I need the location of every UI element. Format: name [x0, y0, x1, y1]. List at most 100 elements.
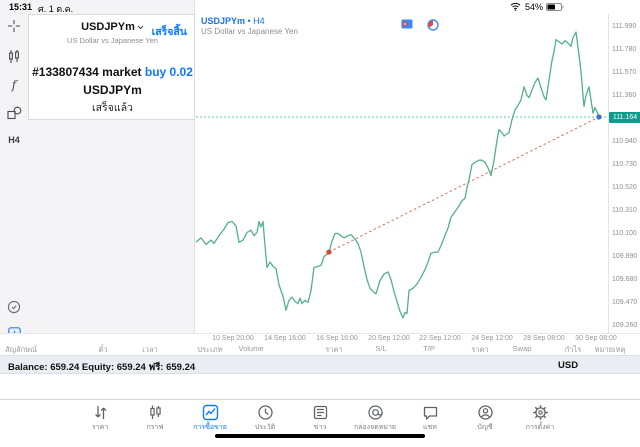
- x-tick: 16 Sep 16:00: [316, 335, 358, 342]
- y-tick: 109.260: [612, 322, 638, 329]
- tab-chat[interactable]: แชท: [407, 404, 453, 433]
- x-tick: 10 Sep 20:00: [212, 335, 254, 342]
- done-button[interactable]: เสร็จสิ้น: [151, 26, 187, 38]
- x-tick: 28 Sep 08:00: [523, 335, 565, 342]
- tab-label: ราคา: [91, 424, 109, 431]
- status-date: ศ. 1 ต.ค.: [38, 4, 74, 14]
- objects-icon[interactable]: [0, 101, 28, 125]
- wifi-icon: [510, 2, 521, 11]
- battery-percent: 54%: [525, 2, 544, 12]
- column-header-time: เวลา: [142, 345, 158, 354]
- clock-icon[interactable]: [0, 295, 28, 319]
- symbol-dropdown[interactable]: USDJPYm: [29, 21, 196, 33]
- charts-icon: [147, 404, 164, 421]
- tab-label: บัญชี: [477, 424, 493, 431]
- order-result-line: #133807434 market buy 0.02: [29, 65, 196, 79]
- symbol-label: USDJPYm: [81, 21, 135, 33]
- current-price-badge: 111.164: [609, 112, 640, 123]
- chart-timeframe: • H4: [247, 16, 265, 26]
- tab-settings[interactable]: การตั้งค่า: [517, 404, 563, 433]
- y-tick: 110.100: [612, 230, 637, 237]
- account-currency: USD: [558, 360, 579, 371]
- time-axis: 10 Sep 20:00 14 Sep 16:00 16 Sep 16:00 2…: [0, 333, 640, 342]
- tab-mailbox[interactable]: กล่องจดหมาย: [352, 404, 398, 433]
- tab-label: การตั้งค่า: [525, 424, 555, 431]
- column-header-ticket: ตั๋ว: [98, 345, 108, 354]
- chart-title: USDJPYm • H4: [201, 16, 265, 26]
- column-header-comment: หมายเหตุ: [594, 345, 626, 354]
- y-tick: 110.940: [612, 138, 637, 145]
- column-header-type: ประเภท: [197, 345, 223, 354]
- timeframe-label: H4: [8, 135, 20, 145]
- balance-summary: Balance: 659.24 Equity: 659.24 ฟรี: 659.…: [8, 362, 196, 373]
- trade-marker: [326, 249, 332, 255]
- positions-table-header: สัญลักษณ์ ตั๋ว เวลา ประเภท Volume ราคา S…: [0, 342, 640, 355]
- chart-symbol: USDJPYm: [201, 16, 246, 26]
- column-header-symbol: สัญลักษณ์: [5, 345, 38, 354]
- session-clock-icon[interactable]: [427, 19, 439, 31]
- mailbox-icon: [367, 404, 384, 421]
- tab-label: ประวัติ: [254, 424, 276, 431]
- tab-quotes[interactable]: ราคา: [77, 404, 123, 433]
- y-tick: 109.470: [612, 299, 638, 306]
- y-tick: 111.990: [612, 23, 637, 30]
- y-tick: 109.890: [612, 253, 638, 260]
- x-tick: 30 Sep 08:00: [575, 335, 617, 342]
- tab-accounts[interactable]: บัญชี: [462, 404, 508, 433]
- news-icon: [312, 404, 329, 421]
- home-indicator[interactable]: [215, 434, 425, 438]
- current-price-marker: [596, 114, 602, 120]
- symbol-description: US Dollar vs Japanese Yen: [67, 36, 158, 45]
- tab-trade[interactable]: การซื้อขาย: [187, 404, 233, 433]
- column-header-price2: ราคา: [471, 345, 489, 354]
- column-header-tp: T/P: [423, 344, 435, 353]
- crosshair-icon[interactable]: [0, 14, 28, 38]
- tab-label: การซื้อขาย: [193, 424, 227, 431]
- tab-label: ข่าว: [313, 424, 327, 431]
- price-line: [196, 31, 600, 319]
- y-tick: 109.680: [612, 276, 638, 283]
- chevron-down-icon: [137, 25, 144, 30]
- chart-tool-rail: f H4: [0, 14, 28, 341]
- battery-icon: [546, 3, 564, 11]
- tab-label: กล่องจดหมาย: [353, 424, 397, 431]
- trend-line: [328, 116, 600, 253]
- price-chart[interactable]: [196, 14, 608, 333]
- x-tick: 24 Sep 12:00: [471, 335, 513, 342]
- order-status: เสร็จแล้ว: [92, 102, 133, 114]
- quotes-icon: [92, 404, 109, 421]
- history-icon: [257, 404, 274, 421]
- accounts-icon: [477, 404, 494, 421]
- status-bar: 15:31 ศ. 1 ต.ค. 54%: [0, 0, 640, 14]
- trade-icon: [202, 404, 219, 421]
- column-header-volume: Volume: [238, 344, 264, 353]
- timeframe-button[interactable]: H4: [0, 128, 28, 152]
- y-tick: 111.570: [612, 69, 637, 76]
- one-click-trade-icon[interactable]: [401, 19, 413, 31]
- column-header-sl: S/L: [375, 344, 387, 353]
- chart-quick-icons: [401, 19, 439, 31]
- tab-news[interactable]: ข่าว: [297, 404, 343, 433]
- order-side: buy 0.02: [144, 65, 193, 79]
- order-symbol: USDJPYm: [83, 83, 142, 97]
- candles-icon[interactable]: [0, 44, 28, 68]
- column-header-price: ราคา: [325, 345, 343, 354]
- price-axis: 111.990 111.780 111.570 111.360 110.940 …: [608, 14, 640, 333]
- function-icon[interactable]: f: [11, 78, 17, 92]
- tab-label: แชท: [423, 424, 437, 431]
- settings-icon: [532, 404, 549, 421]
- order-dialog: USDJPYm US Dollar vs Japanese Yen เสร็จส…: [28, 14, 195, 120]
- y-tick: 110.310: [612, 207, 637, 214]
- order-id: #133807434 market: [32, 65, 145, 79]
- chart-area[interactable]: USDJPYm • H4 US Dollar vs Japanese Yen: [196, 14, 608, 333]
- y-tick: 110.520: [612, 184, 637, 191]
- column-header-swap: Swap: [512, 344, 532, 353]
- chat-icon: [422, 404, 439, 421]
- y-tick: 110.730: [612, 161, 637, 168]
- bottom-tab-bar: ราคา กราฟ การซื้อขาย ประวัติ ข่าว กล่องจ…: [0, 399, 640, 447]
- x-tick: 22 Sep 12:00: [419, 335, 461, 342]
- y-tick: 111.360: [612, 92, 637, 99]
- tab-charts[interactable]: กราฟ: [132, 404, 178, 433]
- tab-history[interactable]: ประวัติ: [242, 404, 288, 433]
- tab-label: กราฟ: [146, 424, 164, 431]
